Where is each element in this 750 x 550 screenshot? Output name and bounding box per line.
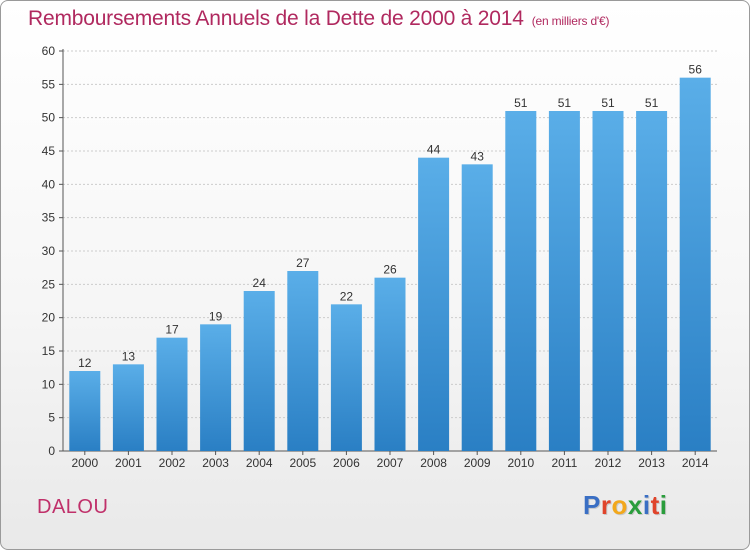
value-label-2000: 12 (78, 356, 92, 370)
bar-2009 (461, 164, 493, 452)
x-tick-label-2007: 2007 (377, 456, 404, 470)
value-label-2011: 51 (558, 96, 572, 110)
bar-2011 (548, 111, 580, 451)
x-tick-label-2009: 2009 (464, 456, 491, 470)
bar-2008 (418, 157, 450, 451)
logo-letter: r (600, 490, 612, 520)
y-tick-label: 45 (42, 144, 56, 158)
chart-title: Remboursements Annuels de la Dette de 20… (28, 7, 609, 31)
y-tick-label: 5 (48, 411, 55, 425)
bar-2007 (374, 277, 406, 451)
bar-2004 (243, 291, 275, 451)
y-tick-label: 50 (42, 111, 56, 125)
place-name: DALOU (37, 496, 109, 518)
x-tick-label-2008: 2008 (420, 456, 447, 470)
logo-letter: P (583, 490, 601, 520)
x-tick-label-2010: 2010 (507, 456, 534, 470)
value-label-2001: 13 (122, 349, 136, 363)
x-tick-label-2002: 2002 (159, 456, 186, 470)
value-label-2007: 26 (383, 263, 397, 277)
y-tick-label: 60 (42, 44, 56, 58)
logo-letter: i (642, 490, 651, 520)
x-tick-label-2001: 2001 (115, 456, 142, 470)
x-tick-label-2011: 2011 (551, 456, 577, 470)
bar-2005 (287, 271, 319, 451)
x-tick-label-2012: 2012 (595, 456, 622, 470)
x-tick-label-2013: 2013 (638, 456, 665, 470)
y-tick-label: 10 (42, 377, 56, 391)
value-label-2003: 19 (209, 309, 223, 323)
y-tick-label: 20 (42, 311, 56, 325)
value-label-2013: 51 (645, 96, 659, 110)
bar-2000 (69, 371, 101, 451)
chart-subtitle: (en milliers d'€) (531, 14, 610, 28)
y-tick-label: 35 (42, 211, 56, 225)
value-label-2012: 51 (601, 96, 615, 110)
x-tick-label-2006: 2006 (333, 456, 360, 470)
proxiti-logo: Proxiti (583, 490, 667, 521)
logo-letter: t (650, 490, 660, 520)
y-tick-label: 55 (42, 77, 56, 91)
x-tick-label-2004: 2004 (246, 456, 273, 470)
x-tick-label-2000: 2000 (71, 456, 98, 470)
bar-2010 (505, 111, 537, 451)
value-label-2002: 17 (165, 323, 179, 337)
bar-2014 (679, 77, 711, 452)
value-label-2010: 51 (514, 96, 528, 110)
logo-letter: i (659, 490, 668, 520)
value-label-2006: 22 (340, 289, 354, 303)
value-label-2008: 44 (427, 143, 441, 157)
bar-2002 (156, 337, 188, 451)
bar-2006 (330, 304, 362, 451)
x-tick-label-2014: 2014 (682, 456, 709, 470)
y-tick-label: 40 (42, 177, 56, 191)
y-tick-label: 0 (48, 444, 55, 458)
value-label-2009: 43 (471, 149, 485, 163)
value-label-2004: 24 (253, 276, 267, 290)
chart-title-text: Remboursements Annuels de la Dette de 20… (28, 7, 524, 30)
y-tick-label: 25 (42, 277, 56, 291)
x-tick-label-2005: 2005 (289, 456, 316, 470)
y-tick-label: 15 (42, 344, 56, 358)
bar-2012 (592, 111, 624, 451)
value-label-2014: 56 (689, 63, 703, 77)
bar-2003 (200, 324, 232, 451)
x-tick-label-2003: 2003 (202, 456, 229, 470)
bar-2001 (112, 364, 144, 451)
logo-letter: o (611, 490, 628, 520)
value-label-2005: 27 (296, 256, 310, 270)
y-tick-label: 30 (42, 244, 56, 258)
logo-letter: x (627, 490, 643, 520)
bar-2013 (636, 111, 668, 451)
